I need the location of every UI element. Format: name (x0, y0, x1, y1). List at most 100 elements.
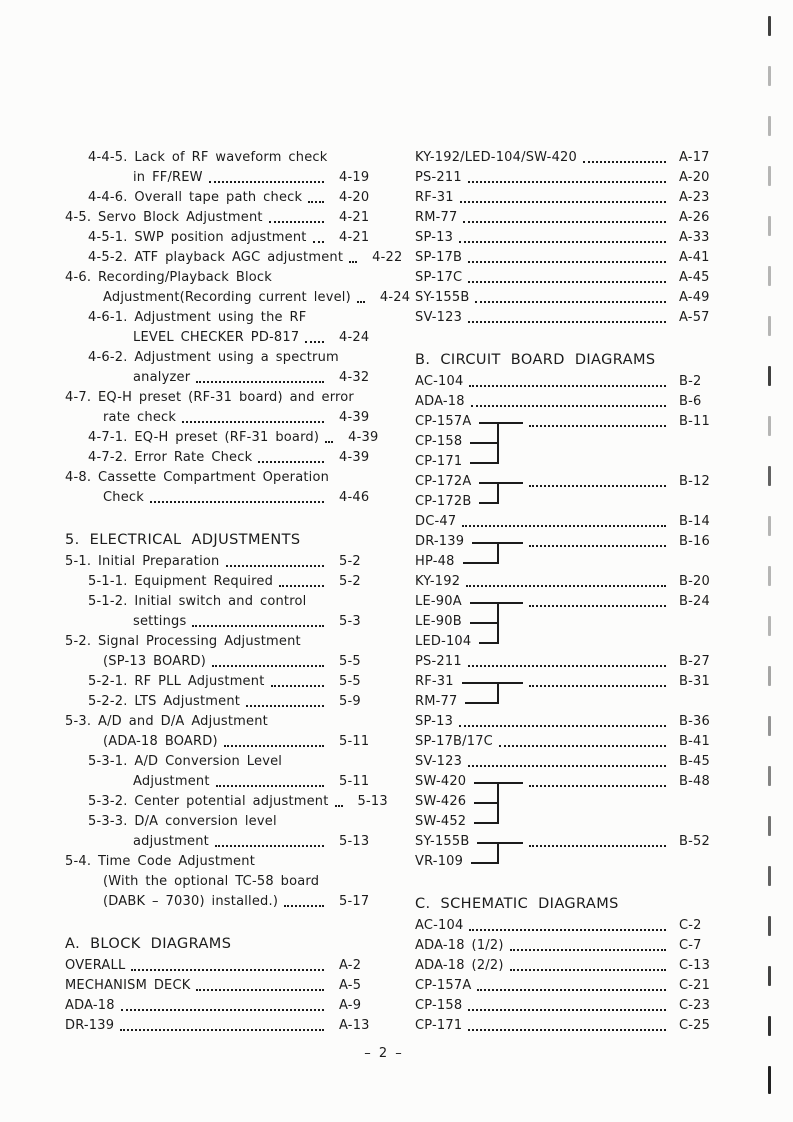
toc-entry: (With the optional TC-58 board (65, 872, 377, 892)
toc-entry: RF-31 A-23 (415, 188, 712, 208)
toc-entry-text: AC-104 (415, 918, 464, 933)
toc-entry: Adjustment(Recording current level) 4-24 (65, 288, 410, 308)
toc-group-row: LE-90A B-24 (415, 592, 712, 612)
dotted-leader (468, 752, 666, 767)
toc-entry: SV-123 B-45 (415, 752, 712, 772)
page-ref: 4-39 (339, 450, 370, 465)
dotted-leader (529, 672, 666, 687)
toc-group-row: RM-77 (415, 692, 712, 712)
bracket-stem-wrap: RF-31 (415, 672, 523, 692)
scan-mark (768, 416, 771, 436)
bracket-stem-wrap: LED-104 (415, 632, 499, 652)
toc-entry-text: ADA-18 (2/2) (415, 958, 504, 973)
page-ref: B-24 (679, 594, 710, 609)
bracket-stem-wrap: LE-90A (415, 592, 523, 612)
toc-block: C. SCHEMATIC DIAGRAMS AC-104 C-2 ADA-18 (1/… (415, 892, 712, 1036)
bracket-stem-wrap: SW-452 (415, 812, 499, 832)
page-ref: 5-5 (339, 674, 361, 689)
page-ref: A-20 (679, 170, 710, 185)
toc-entry: Adjustment 5-11 (65, 772, 377, 792)
toc-entry-text: SP-17B (415, 250, 463, 265)
toc-group-row: CP-171 (415, 452, 712, 472)
toc-entry-text: 4-5-1. SWP position adjustment (88, 230, 307, 245)
toc-entry: 5-2. Signal Processing Adjustment (65, 632, 377, 652)
dotted-leader (225, 552, 324, 567)
dotted-leader (268, 208, 324, 223)
dotted-leader (312, 228, 324, 243)
dotted-leader (349, 248, 358, 263)
page-ref: B-2 (679, 374, 702, 389)
toc-entry: CP-157A C-21 (415, 976, 712, 996)
toc-entry: ADA-18 (1/2) C-7 (415, 936, 712, 956)
scan-mark (768, 666, 771, 686)
toc-entry: ADA-18 A-9 (65, 996, 377, 1016)
bracket-line (479, 502, 499, 504)
toc-entry-text: SP-13 (415, 714, 454, 729)
dotted-leader (246, 692, 324, 707)
toc-group: RF-31 B-31 RM-77 (415, 672, 712, 712)
bracket-line (477, 842, 523, 844)
page-ref: A-5 (339, 978, 362, 993)
dotted-leader (325, 428, 334, 443)
toc-entry: SY-155B A-49 (415, 288, 712, 308)
toc-entry-text: 5-1. Initial Preparation (65, 554, 220, 569)
scan-mark (768, 366, 771, 386)
toc-entry: (ADA-18 BOARD) 5-11 (65, 732, 377, 752)
dotted-leader (529, 412, 666, 427)
toc-entry-text: SP-13 (415, 230, 454, 245)
toc-entry-text: 5-2-2. LTS Adjustment (88, 694, 241, 709)
page-ref: B-41 (679, 734, 710, 749)
toc-entry: 4-6-2. Adjustment using a spectrum (65, 348, 377, 368)
scan-mark (768, 316, 771, 336)
bracket-line (479, 482, 523, 484)
section-heading: A. BLOCK DIAGRAMS (65, 936, 232, 952)
toc-entry-text: CP-171 (415, 1018, 463, 1033)
page-ref: 5-9 (339, 694, 361, 709)
dotted-leader (463, 208, 666, 223)
toc-entry-text: LE-90A (415, 594, 462, 609)
page-ref: 4-19 (339, 170, 370, 185)
toc-entry: adjustment 5-13 (65, 832, 377, 852)
dotted-leader (279, 572, 324, 587)
toc-entry-text: CP-158 (415, 998, 463, 1013)
toc-entry: 5-3-1. A/D Conversion Level (65, 752, 377, 772)
bracket-stem-wrap: SY-155B (415, 832, 523, 852)
dotted-leader (196, 976, 324, 991)
toc-entry: SV-123 A-57 (415, 308, 712, 328)
dotted-leader (529, 472, 666, 487)
page-ref: 5-11 (339, 734, 370, 749)
toc-entry-text: LEVEL CHECKER PD-817 (133, 330, 300, 345)
toc-entry-text: settings (133, 614, 187, 629)
toc-entry-text: 4-6. Recording/Playback Block (65, 270, 272, 285)
toc-entry-text: 5-1-1. Equipment Required (88, 574, 274, 589)
toc-group-row: LED-104 (415, 632, 712, 652)
dotted-leader (468, 996, 666, 1011)
toc-entry: 5-2-2. LTS Adjustment 5-9 (65, 692, 377, 712)
dotted-leader (468, 1016, 666, 1031)
toc-entry-text: PS-211 (415, 170, 462, 185)
toc-entry-text: RM-77 (415, 210, 458, 225)
page-ref: 4-24 (339, 330, 370, 345)
page-ref: B-31 (679, 674, 710, 689)
toc-group-row: SW-420 B-48 (415, 772, 712, 792)
toc-entry-text: (SP-13 BOARD) (103, 654, 207, 669)
bracket-stem-wrap: CP-158 (415, 432, 499, 452)
toc-entry: analyzer 4-32 (65, 368, 377, 388)
toc-entry-text: Adjustment(Recording current level) (103, 290, 351, 305)
section-heading: B. CIRCUIT BOARD DIAGRAMS (415, 352, 656, 368)
page-ref: A-17 (679, 150, 710, 165)
toc-entry-text: SY-155B (415, 290, 470, 305)
scan-mark (768, 716, 771, 736)
dotted-leader (270, 672, 324, 687)
page-ref: 5-3 (339, 614, 361, 629)
toc-entry-text: LED-104 (415, 634, 472, 649)
dotted-leader (150, 488, 324, 503)
toc-entry-text: ADA-18 (1/2) (415, 938, 504, 953)
dotted-leader (467, 168, 666, 183)
toc-group: CP-157A B-11 CP-158 CP-171 (415, 412, 712, 472)
bracket-stem-wrap: SW-420 (415, 772, 523, 792)
dotted-leader (214, 832, 324, 847)
toc-entry: 4-5-2. ATF playback AGC adjustment 4-22 (65, 248, 402, 268)
toc-entry-text: ADA-18 (415, 394, 465, 409)
dotted-leader (462, 512, 666, 527)
